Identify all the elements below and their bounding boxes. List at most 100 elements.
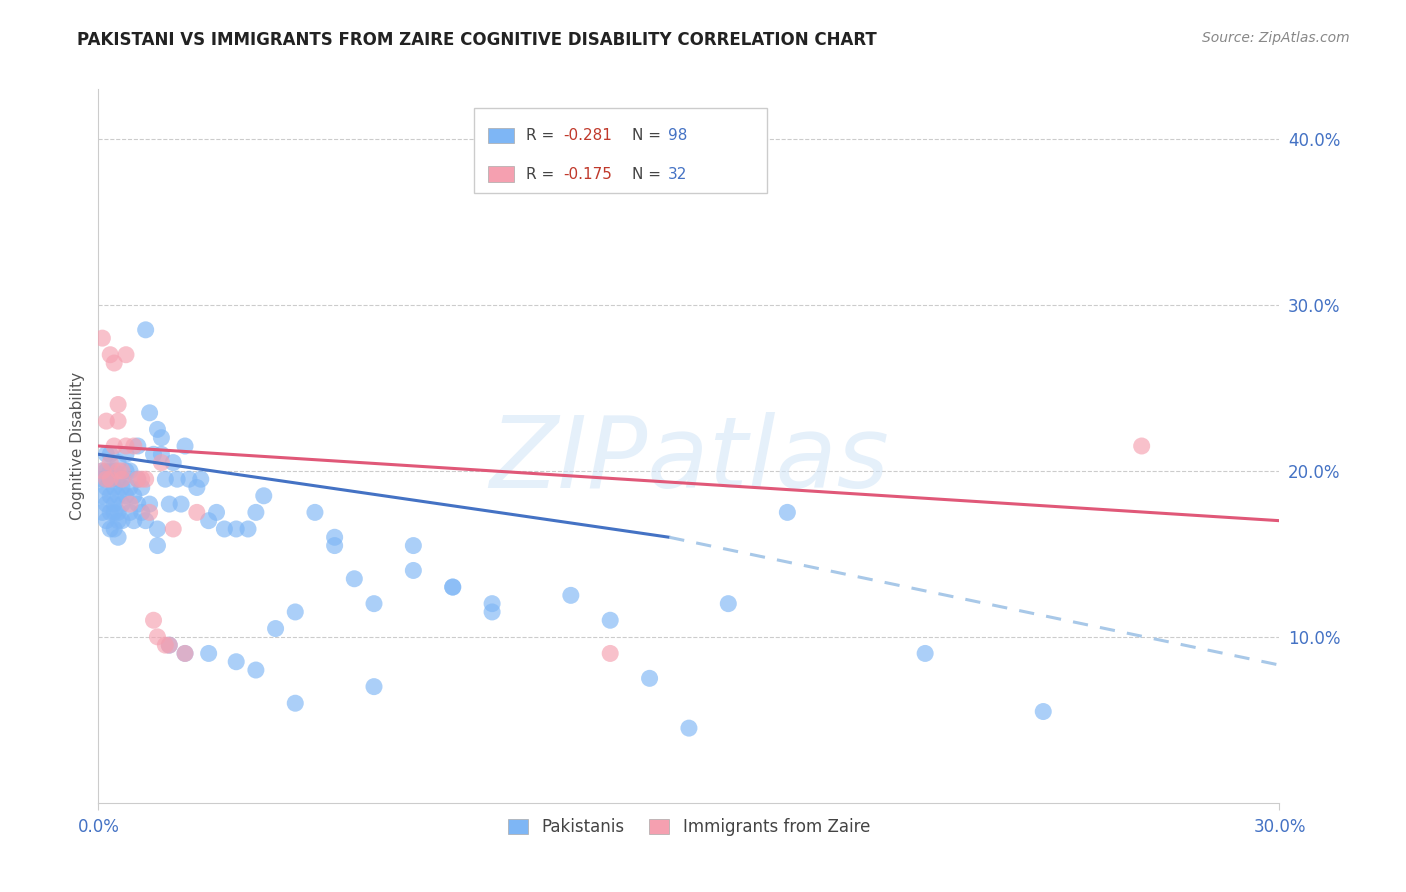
Point xyxy=(205,505,228,519)
Text: 98: 98 xyxy=(668,128,688,143)
Point xyxy=(304,505,326,519)
Point xyxy=(107,456,129,470)
Point xyxy=(131,505,153,519)
Point xyxy=(91,331,114,345)
Point xyxy=(91,464,114,478)
Point xyxy=(111,464,134,478)
Point xyxy=(155,638,177,652)
Point xyxy=(103,481,125,495)
Text: -0.281: -0.281 xyxy=(564,128,613,143)
Point xyxy=(118,464,141,478)
Point xyxy=(197,647,219,661)
Point xyxy=(96,497,118,511)
Point xyxy=(146,522,169,536)
Point xyxy=(135,514,157,528)
Point xyxy=(186,505,208,519)
Point xyxy=(111,481,134,495)
Point xyxy=(323,530,346,544)
Point xyxy=(98,489,121,503)
Point xyxy=(177,472,200,486)
Point xyxy=(150,447,173,461)
Point xyxy=(127,472,149,486)
Point xyxy=(323,539,346,553)
Point xyxy=(103,464,125,478)
Point xyxy=(150,456,173,470)
Point xyxy=(127,439,149,453)
Point xyxy=(107,505,129,519)
Point xyxy=(186,481,208,495)
Point xyxy=(166,472,188,486)
Point xyxy=(107,397,129,411)
Point xyxy=(236,522,259,536)
Point xyxy=(122,439,145,453)
Point xyxy=(98,464,121,478)
Point xyxy=(115,439,138,453)
Point xyxy=(245,505,267,519)
Point xyxy=(107,414,129,428)
FancyBboxPatch shape xyxy=(488,166,515,182)
Point xyxy=(98,447,121,461)
Point xyxy=(157,497,180,511)
Text: Source: ZipAtlas.com: Source: ZipAtlas.com xyxy=(1202,31,1350,45)
Point xyxy=(127,497,149,511)
Point xyxy=(96,447,118,461)
Point xyxy=(111,472,134,486)
Y-axis label: Cognitive Disability: Cognitive Disability xyxy=(69,372,84,520)
Point xyxy=(174,647,197,661)
Point xyxy=(599,613,621,627)
Point xyxy=(678,721,700,735)
Text: N =: N = xyxy=(633,167,666,182)
Point xyxy=(146,630,169,644)
Point xyxy=(225,522,247,536)
Point xyxy=(118,481,141,495)
Point xyxy=(96,472,118,486)
Point xyxy=(174,647,197,661)
Point xyxy=(91,505,114,519)
Point xyxy=(118,505,141,519)
Point xyxy=(91,489,114,503)
Point xyxy=(245,663,267,677)
Point xyxy=(111,472,134,486)
Point xyxy=(115,447,138,461)
Point xyxy=(127,472,149,486)
Legend: Pakistanis, Immigrants from Zaire: Pakistanis, Immigrants from Zaire xyxy=(499,810,879,845)
Point xyxy=(343,572,366,586)
Point xyxy=(402,539,425,553)
Point xyxy=(98,348,121,362)
Point xyxy=(776,505,799,519)
Point xyxy=(402,564,425,578)
Point xyxy=(441,580,464,594)
Text: PAKISTANI VS IMMIGRANTS FROM ZAIRE COGNITIVE DISABILITY CORRELATION CHART: PAKISTANI VS IMMIGRANTS FROM ZAIRE COGNI… xyxy=(77,31,877,49)
Text: 32: 32 xyxy=(668,167,688,182)
Text: N =: N = xyxy=(633,128,666,143)
Point xyxy=(155,472,177,486)
Point xyxy=(599,647,621,661)
Point xyxy=(363,680,385,694)
Point xyxy=(162,456,184,470)
Point xyxy=(131,481,153,495)
Point xyxy=(157,638,180,652)
Point xyxy=(146,422,169,436)
Point xyxy=(1032,705,1054,719)
Point xyxy=(441,580,464,594)
Point xyxy=(118,497,141,511)
Point xyxy=(98,472,121,486)
Point xyxy=(115,464,138,478)
Point xyxy=(103,439,125,453)
Text: R =: R = xyxy=(526,167,560,182)
Point xyxy=(107,489,129,503)
Text: ZIPatlas: ZIPatlas xyxy=(489,412,889,508)
Point xyxy=(481,605,503,619)
Text: -0.175: -0.175 xyxy=(564,167,613,182)
Point xyxy=(1130,439,1153,453)
Point xyxy=(481,597,503,611)
Point xyxy=(150,431,173,445)
Point xyxy=(253,489,276,503)
Point xyxy=(98,522,121,536)
Point xyxy=(96,414,118,428)
Point xyxy=(103,522,125,536)
Point xyxy=(96,481,118,495)
Point xyxy=(174,439,197,453)
Point xyxy=(111,514,134,528)
Point xyxy=(98,472,121,486)
